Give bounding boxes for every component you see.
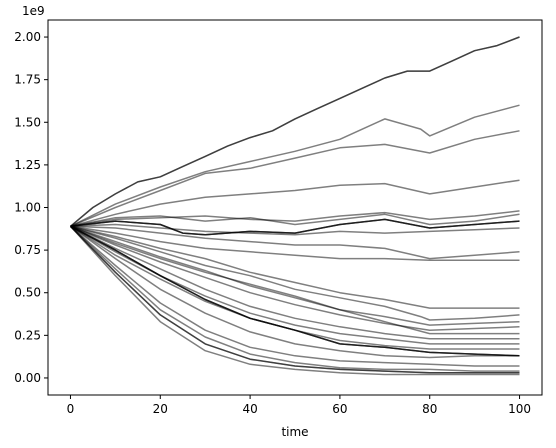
y-tick-label: 1.25 (14, 158, 41, 172)
series-line-11 (70, 225, 520, 309)
series-line-21 (70, 225, 520, 367)
x-axis-ticks: 0 20 40 60 80 100 (67, 395, 531, 416)
y-tick-label: 2.00 (14, 30, 41, 44)
x-tick-label: 40 (242, 402, 257, 416)
y-tick-label: 1.00 (14, 201, 41, 215)
series-line-20 (70, 225, 520, 359)
series-line-8 (70, 223, 520, 236)
series-line-5 (70, 210, 520, 228)
series-line-22-overlay-2 (69, 225, 520, 374)
x-tick-label: 20 (153, 402, 168, 416)
x-tick-label: 100 (508, 402, 531, 416)
series-line-4 (70, 179, 520, 228)
y-tick-label: 0.25 (14, 328, 41, 342)
y-tick-label: 0.50 (14, 286, 41, 300)
series-line-24 (69, 225, 520, 372)
series-line-19-overlay-3 (70, 225, 520, 357)
series-line-16 (70, 225, 520, 340)
x-axis-label: time (281, 425, 308, 439)
y-tick-label: 1.75 (14, 73, 41, 87)
series-line-15 (70, 225, 520, 335)
series-line-7-overlay-3 (70, 218, 520, 236)
series-line-12 (70, 225, 520, 321)
series-line-10 (70, 225, 520, 262)
y-axis-offset-text: 1e9 (22, 4, 45, 18)
series-line-14 (70, 225, 520, 331)
series-line-13 (70, 225, 520, 326)
series-line-9 (70, 225, 520, 260)
x-tick-label: 0 (67, 402, 75, 416)
y-tick-label: 0.75 (14, 243, 41, 257)
series-line-1-overlay-2 (70, 36, 520, 227)
y-tick-label: 0.00 (14, 371, 41, 385)
series-line-6 (70, 213, 520, 228)
y-tick-label: 1.50 (14, 115, 41, 129)
series-line-3 (70, 130, 520, 227)
series-line-2 (70, 104, 520, 227)
series-layer (69, 36, 520, 376)
y-axis-ticks: 0.00 0.25 0.50 0.75 1.00 1.25 1.50 1.75 2.00 (14, 30, 48, 385)
series-line-1-overlay-1 (70, 36, 520, 227)
series-line-23 (69, 225, 520, 376)
x-tick-label: 80 (422, 402, 437, 416)
x-tick-label: 60 (332, 402, 347, 416)
